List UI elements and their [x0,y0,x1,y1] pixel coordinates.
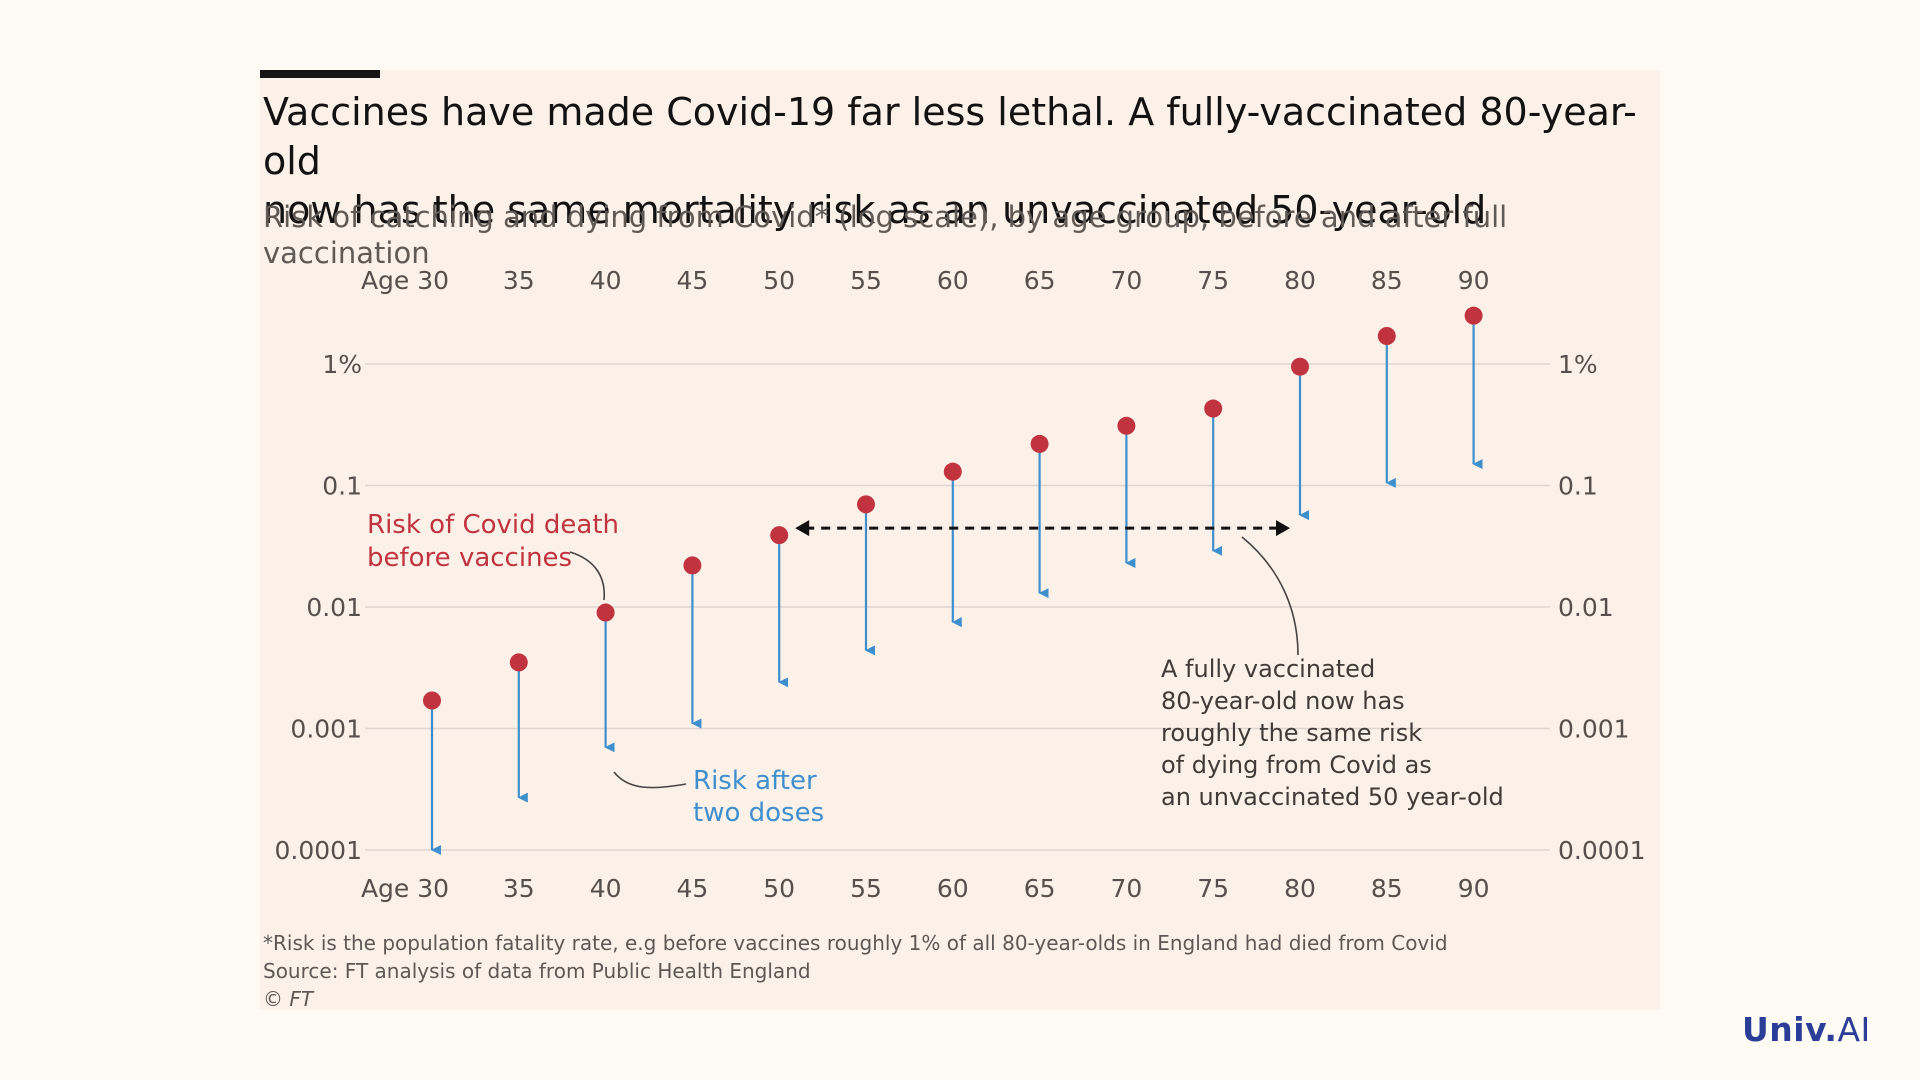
chart-subtitle: Risk of catching and dying from Covid* (… [263,200,1508,270]
y-tick-label-right: 0.001 [1558,715,1630,744]
footnote: *Risk is the population fatality rate, e… [263,931,1448,955]
source-note: Source: FT analysis of data from Public … [263,959,811,983]
x-tick-label-top: 60 [937,266,969,295]
x-tick-label-bottom: Age 30 [361,874,449,903]
chart-title: Vaccines have made Covid-19 far less let… [263,90,1637,232]
comparison-arrowhead-right [1276,520,1290,537]
x-tick-label-bottom: 60 [937,874,969,903]
y-tick-label-left: 0.01 [306,593,362,622]
before-vaccine-dot [857,495,875,514]
x-tick-label-top: 50 [763,266,795,295]
x-tick-label-top: 40 [590,266,622,295]
x-tick-label-top: 45 [676,266,708,295]
before-vaccine-dot [770,526,789,545]
y-tick-label-right: 1% [1558,350,1598,379]
before-vaccine-dot [509,653,528,672]
before-vaccine-dot [1464,306,1483,325]
y-tick-label-left: 0.0001 [275,836,362,865]
before-vaccine-dot [596,603,615,622]
x-tick-label-bottom: 80 [1284,874,1316,903]
annotation-comparison: A fully vaccinated 80-year-old now has rou… [1161,655,1504,811]
annotation-before-vaccines: Risk of Covid death before vaccines [367,510,619,573]
copyright-credit: © FT [263,987,314,1011]
x-tick-label-bottom: 40 [590,874,622,903]
before-vaccine-dot [1030,434,1049,453]
x-tick-label-bottom: 75 [1197,874,1229,903]
x-tick-label-bottom: 35 [503,874,535,903]
x-tick-label-top: 75 [1197,266,1229,295]
annotation-comparison-leader [1241,536,1299,656]
comparison-arrowhead-left [795,520,810,537]
annotation-before-leader [569,551,606,601]
y-tick-label-right: 0.01 [1558,593,1614,622]
y-tick-label-right: 0.1 [1558,472,1598,501]
before-vaccine-dot [423,691,441,710]
brand-dot: . [1824,1010,1838,1049]
y-tick-label-left: 0.001 [290,715,362,744]
x-tick-label-bottom: 55 [850,874,882,903]
x-tick-label-top: 85 [1371,266,1403,295]
brand-logo: Univ.AI [1742,1010,1871,1049]
before-vaccine-dot [683,556,702,575]
chart-card [260,70,1660,1010]
x-tick-label-top: 70 [1110,266,1142,295]
x-tick-label-top: 35 [503,266,535,295]
x-tick-label-top: 90 [1458,266,1490,295]
brand-suffix: AI [1837,1010,1871,1049]
y-tick-label-left: 1% [322,350,362,379]
before-vaccine-dot [1204,399,1223,418]
annotation-after-doses: Risk after two doses [693,766,824,828]
x-tick-label-bottom: 70 [1110,874,1142,903]
y-tick-label-right: 0.0001 [1558,836,1645,865]
before-vaccine-dot [1291,357,1309,376]
brand-name: Univ [1742,1010,1825,1049]
x-tick-label-bottom: 85 [1371,874,1403,903]
x-tick-label-top: 55 [850,266,882,295]
y-tick-label-left: 0.1 [322,472,362,501]
before-vaccine-dot [1117,416,1136,435]
before-vaccine-dot [943,462,962,481]
before-vaccine-dot [1377,327,1396,346]
x-tick-label-top: 65 [1024,266,1056,295]
x-tick-label-top: 80 [1284,266,1316,295]
accent-bar [260,70,380,78]
x-tick-label-bottom: 65 [1024,874,1056,903]
x-tick-label-top: Age 30 [361,266,449,295]
x-tick-label-bottom: 50 [763,874,795,903]
x-tick-label-bottom: 90 [1458,874,1490,903]
x-tick-label-bottom: 45 [676,874,708,903]
annotation-after-leader [613,771,687,789]
